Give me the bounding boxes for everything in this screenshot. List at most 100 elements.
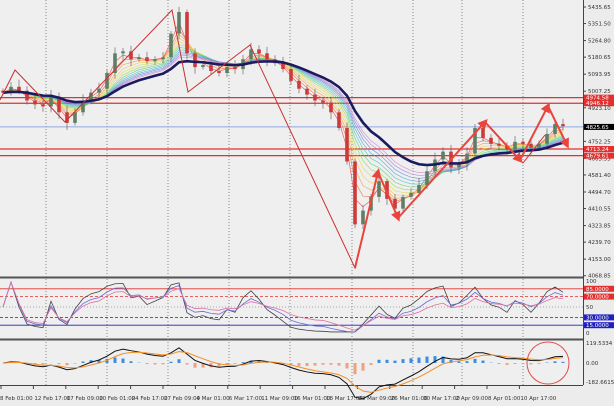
time-tick-label: 27 Feb 09:00 xyxy=(164,396,201,402)
candle-body xyxy=(169,33,173,58)
time-tick-label: 8 Feb 01:00 xyxy=(0,396,33,402)
macd-histogram-bar xyxy=(225,363,229,365)
macd-histogram-bar xyxy=(305,363,309,366)
candle-body xyxy=(409,192,413,197)
macd-histogram-bar xyxy=(465,361,469,363)
rsi-panel xyxy=(0,279,583,338)
candle-body xyxy=(193,53,197,68)
candle-body xyxy=(337,112,341,129)
time-tick-label: 26 Mar 01:00 xyxy=(391,396,428,402)
candle-body xyxy=(513,141,517,150)
macd-histogram-bar xyxy=(417,357,421,363)
candle-body xyxy=(313,94,317,101)
projection-arrow xyxy=(484,121,523,163)
price-tick-label: 4323.85 xyxy=(588,224,611,230)
candle-body xyxy=(457,163,461,168)
macd-histogram-bar xyxy=(369,363,373,365)
time-tick-label: 6 Mar 17:00 xyxy=(229,396,263,402)
candle-body xyxy=(537,143,541,148)
price-tick-label: 4239.70 xyxy=(588,240,611,246)
macd-histogram-bar xyxy=(537,363,541,364)
candle-body xyxy=(129,51,133,60)
macd-histogram-bar xyxy=(297,363,301,367)
macd-histogram-bar xyxy=(169,361,173,363)
macd-histogram-bar xyxy=(345,363,349,369)
macd-histogram-bar xyxy=(457,361,461,363)
macd-histogram-bar xyxy=(313,363,317,366)
candle-body xyxy=(97,88,101,93)
time-tick-label: 16 Mar 01:00 xyxy=(294,396,331,402)
macd-line xyxy=(2,347,564,400)
macd-histogram-bar xyxy=(241,362,245,363)
candle-body xyxy=(41,104,45,107)
macd-histogram-bar xyxy=(353,363,357,375)
macd-histogram-bar xyxy=(185,363,189,365)
candle-body xyxy=(161,57,165,60)
rsi-level-tag xyxy=(584,322,614,329)
time-tick-label: 18 Mar 17:00 xyxy=(326,396,363,402)
macd-histogram-bar xyxy=(217,363,221,367)
rsi-level-tag xyxy=(584,285,614,292)
candle-body xyxy=(521,141,525,144)
macd-histogram-bar xyxy=(521,363,525,365)
macd-histogram-bar xyxy=(329,363,333,365)
rsi-tick-label: 50 xyxy=(586,305,593,311)
candle-body xyxy=(497,143,501,146)
macd-histogram-bar xyxy=(89,360,93,363)
candle-body xyxy=(49,96,53,107)
candle-body xyxy=(281,63,285,70)
level-price-label: 4713.24 xyxy=(586,147,609,153)
macd-histogram-bar xyxy=(409,358,413,363)
candle-body xyxy=(305,88,309,95)
time-tick-label: 17 Feb 09:00 xyxy=(67,396,104,402)
candle-body xyxy=(217,71,221,73)
rsi-level-tag xyxy=(584,314,614,321)
macd-histogram-bar xyxy=(121,358,125,363)
macd-histogram-bar xyxy=(113,357,117,363)
level-price-label: 4679.61 xyxy=(586,154,609,160)
candle-body xyxy=(297,80,301,89)
price-tick-label: 4581.40 xyxy=(588,173,611,179)
candle-body xyxy=(393,198,397,209)
candle-body xyxy=(505,145,509,150)
macd-histogram-bar xyxy=(385,359,389,363)
price-tick-label: 5435.65 xyxy=(588,5,611,11)
price-tick-label: 5007.25 xyxy=(588,89,611,95)
macd-histogram-bar xyxy=(561,361,565,363)
rsi-level-label: 30.0000 xyxy=(586,315,609,321)
candle-body xyxy=(353,161,357,225)
macd-histogram-bar xyxy=(41,363,45,365)
macd-histogram-bar xyxy=(105,358,109,363)
candle-body xyxy=(553,124,557,134)
candle-body xyxy=(113,53,117,73)
price-tick-label: 4494.70 xyxy=(588,190,611,196)
candle-body xyxy=(33,100,37,105)
candle-body xyxy=(489,137,493,144)
macd-histogram-bar xyxy=(65,363,69,366)
candle-body xyxy=(481,128,485,138)
candle-body xyxy=(417,185,421,193)
price-tick-label: 4923.10 xyxy=(588,106,611,112)
macd-histogram-bar xyxy=(209,363,213,368)
macd-histogram-bar xyxy=(289,363,293,366)
macd-histogram-bar xyxy=(161,363,165,365)
macd-histogram-bar xyxy=(425,356,429,363)
candle-body xyxy=(185,12,189,54)
macd-histogram-bar xyxy=(401,359,405,363)
macd-histogram-bar xyxy=(153,363,157,365)
projection-arrow xyxy=(354,168,382,269)
macd-histogram-bar xyxy=(73,363,77,364)
candle-body xyxy=(121,51,125,54)
macd-histogram-bar xyxy=(481,360,485,363)
candle-body xyxy=(385,181,389,199)
time-tick-label: 12 Feb 17:00 xyxy=(34,396,71,402)
macd-histogram-bar xyxy=(97,359,101,363)
candle-body xyxy=(17,86,21,91)
time-tick-label: 20 Feb 01:00 xyxy=(99,396,136,402)
level-price-tag xyxy=(584,94,614,101)
rsi-line xyxy=(2,280,564,331)
macd-tick-label: -182.6615 xyxy=(586,380,614,386)
level-price-label: 4974.58 xyxy=(586,96,609,102)
